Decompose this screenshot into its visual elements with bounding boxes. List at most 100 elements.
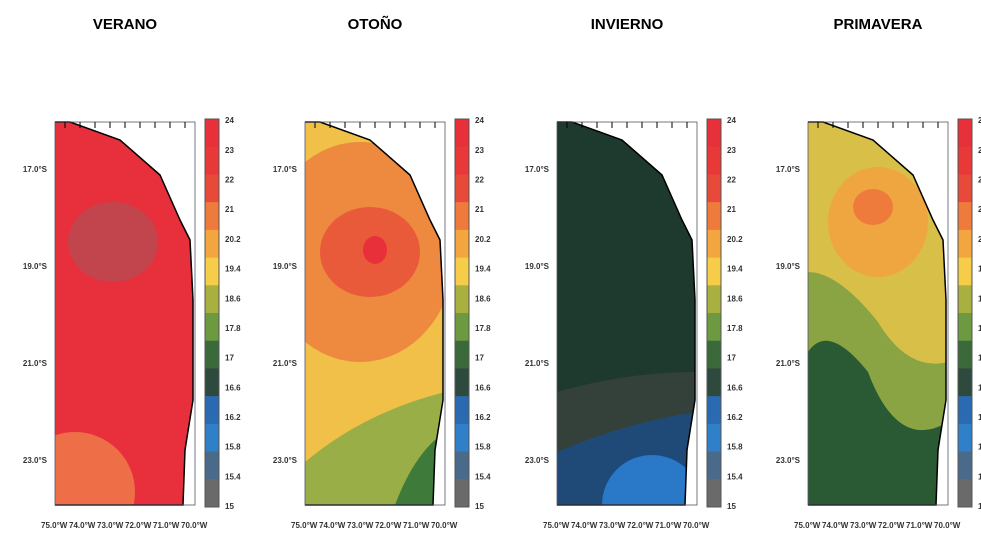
colorbar-cell bbox=[455, 146, 469, 175]
colorbar-label: 22 bbox=[727, 175, 736, 184]
colorbar-frame bbox=[706, 118, 722, 508]
colorbar-cell bbox=[455, 257, 469, 286]
lon-label: 73.0°W bbox=[599, 521, 626, 530]
colorbar-label: 22 bbox=[978, 175, 981, 184]
colorbar-cell bbox=[205, 257, 219, 286]
lat-label: 23.0°S bbox=[273, 456, 298, 465]
lat-label: 19.0°S bbox=[273, 262, 298, 271]
coastline bbox=[305, 121, 444, 506]
colorbar-label: 15 bbox=[727, 502, 736, 511]
colorbar-cell bbox=[205, 423, 219, 453]
colorbar-label: 15.8 bbox=[475, 443, 491, 452]
sst-region bbox=[363, 236, 387, 264]
colorbar-label: 15.8 bbox=[225, 443, 241, 452]
colorbar-label: 16.2 bbox=[978, 413, 981, 422]
colorbar-cell bbox=[205, 174, 219, 203]
colorbar-cell bbox=[707, 479, 721, 508]
coastline bbox=[55, 121, 194, 506]
lon-label: 71.0°W bbox=[655, 521, 682, 530]
colorbar-label: 15.8 bbox=[978, 443, 981, 452]
colorbar-label: 15 bbox=[225, 502, 234, 511]
map bbox=[304, 121, 446, 506]
colorbar-cell bbox=[205, 202, 219, 231]
colorbar-label: 21 bbox=[727, 205, 736, 214]
lon-label: 74.0°W bbox=[69, 521, 96, 530]
lon-label: 70.0°W bbox=[181, 521, 208, 530]
colorbar-cell bbox=[707, 285, 721, 314]
sst-region bbox=[557, 372, 695, 452]
lat-label: 19.0°S bbox=[23, 262, 48, 271]
lon-label: 72.0°W bbox=[125, 521, 152, 530]
lon-label: 72.0°W bbox=[627, 521, 654, 530]
colorbar-label: 15.4 bbox=[475, 472, 491, 481]
colorbar-cell bbox=[205, 368, 219, 397]
lat-label: 23.0°S bbox=[23, 456, 48, 465]
lon-label: 71.0°W bbox=[153, 521, 180, 530]
colorbar-label: 17.8 bbox=[727, 324, 743, 333]
colorbar-label: 15.4 bbox=[727, 472, 743, 481]
sst-region bbox=[853, 189, 893, 225]
panel-title: VERANO bbox=[93, 16, 158, 33]
sst-region bbox=[395, 432, 443, 505]
colorbar-cell bbox=[958, 396, 972, 425]
lon-label: 71.0°W bbox=[403, 521, 430, 530]
colorbar-label: 21 bbox=[225, 205, 234, 214]
colorbar-label: 16.2 bbox=[225, 413, 241, 422]
colorbar-label: 16.6 bbox=[225, 383, 241, 392]
map bbox=[54, 121, 196, 506]
lon-label: 71.0°W bbox=[906, 521, 933, 530]
lat-label: 17.0°S bbox=[23, 165, 48, 174]
lon-label: 70.0°W bbox=[934, 521, 961, 530]
colorbar-cell bbox=[205, 229, 219, 259]
colorbar-cell bbox=[455, 423, 469, 453]
colorbar-cell bbox=[958, 257, 972, 286]
lon-label: 74.0°W bbox=[571, 521, 598, 530]
colorbar-label: 15.4 bbox=[225, 472, 241, 481]
lon-label: 70.0°W bbox=[431, 521, 458, 530]
colorbar-label: 18.6 bbox=[225, 294, 241, 303]
colorbar-label: 17 bbox=[978, 354, 981, 363]
colorbar-cell bbox=[958, 146, 972, 175]
panel-title: INVIERNO bbox=[591, 16, 664, 33]
lat-label: 21.0°S bbox=[273, 359, 298, 368]
colorbar-cell bbox=[958, 119, 972, 148]
colorbar-label: 23 bbox=[475, 146, 484, 155]
colorbar-label: 19.4 bbox=[225, 265, 241, 274]
colorbar-cell bbox=[958, 285, 972, 314]
colorbar-label: 19.4 bbox=[475, 265, 491, 274]
lat-label: 19.0°S bbox=[525, 262, 550, 271]
lat-label: 17.0°S bbox=[525, 165, 550, 174]
sst-field bbox=[55, 122, 193, 505]
colorbar-label: 20.2 bbox=[727, 235, 743, 244]
colorbar-cell bbox=[707, 119, 721, 148]
colorbar-cell bbox=[707, 340, 721, 369]
colorbar-cell bbox=[205, 285, 219, 314]
coastline bbox=[808, 121, 947, 506]
lon-label: 75.0°W bbox=[543, 521, 570, 530]
panel-title: PRIMAVERA bbox=[834, 16, 923, 33]
colorbar-frame bbox=[204, 118, 220, 508]
colorbar-frame bbox=[454, 118, 470, 508]
colorbar-cell bbox=[958, 423, 972, 453]
colorbar-frame bbox=[957, 118, 973, 508]
colorbar-label: 17 bbox=[475, 354, 484, 363]
lon-label: 75.0°W bbox=[291, 521, 318, 530]
colorbar-cell bbox=[455, 396, 469, 425]
colorbar-label: 22 bbox=[475, 175, 484, 184]
colorbar-cell bbox=[205, 119, 219, 148]
lat-label: 17.0°S bbox=[776, 165, 801, 174]
colorbar-label: 23 bbox=[978, 146, 981, 155]
colorbar-label: 22 bbox=[225, 175, 234, 184]
colorbar-cell bbox=[205, 146, 219, 175]
lon-label: 70.0°W bbox=[683, 521, 710, 530]
lat-label: 21.0°S bbox=[776, 359, 801, 368]
colorbar-cell bbox=[958, 451, 972, 480]
colorbar-cell bbox=[958, 202, 972, 231]
colorbar-cell bbox=[958, 479, 972, 508]
lat-label: 21.0°S bbox=[525, 359, 550, 368]
lat-label: 19.0°S bbox=[776, 262, 801, 271]
colorbar-label: 19.4 bbox=[727, 265, 743, 274]
colorbar-label: 23 bbox=[225, 146, 234, 155]
colorbar-cell bbox=[707, 313, 721, 342]
